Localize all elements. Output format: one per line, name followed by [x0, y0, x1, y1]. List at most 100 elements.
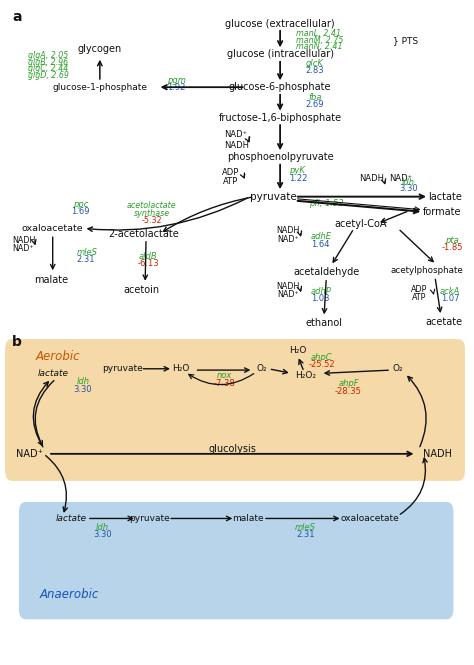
- Text: glcK: glcK: [306, 59, 324, 68]
- Text: oxaloacetate: oxaloacetate: [22, 224, 83, 233]
- Text: O₂: O₂: [256, 364, 267, 373]
- Text: manL, 2.41: manL, 2.41: [296, 29, 341, 39]
- Text: 1.03: 1.03: [311, 295, 330, 303]
- Text: acetolactate: acetolactate: [127, 201, 176, 210]
- Text: pyruvate: pyruvate: [129, 514, 170, 523]
- Text: NAD⁺: NAD⁺: [225, 130, 248, 139]
- Text: pyruvate: pyruvate: [250, 192, 297, 201]
- Text: -5.32: -5.32: [141, 216, 162, 225]
- Text: ackA: ackA: [440, 287, 460, 296]
- Text: mleS: mleS: [77, 247, 98, 257]
- Text: acetoin: acetoin: [123, 285, 159, 295]
- Text: ATP: ATP: [223, 177, 238, 186]
- Text: malate: malate: [232, 514, 264, 523]
- Text: a: a: [12, 10, 21, 25]
- Text: NAD⁺: NAD⁺: [13, 243, 35, 253]
- Text: glucose (intracellular): glucose (intracellular): [227, 49, 334, 59]
- Text: Anaerobic: Anaerobic: [40, 588, 99, 600]
- Text: pyK: pyK: [289, 166, 305, 176]
- Text: glucose-6-phosphate: glucose-6-phosphate: [229, 82, 331, 92]
- Text: fba: fba: [308, 93, 321, 102]
- Text: glgD, 2.69: glgD, 2.69: [28, 70, 69, 80]
- Text: glucose-1-phosphate: glucose-1-phosphate: [52, 82, 147, 92]
- Text: 3.30: 3.30: [73, 386, 92, 394]
- Text: ldh: ldh: [76, 378, 89, 386]
- Text: lactate: lactate: [38, 369, 69, 378]
- Text: H₂O: H₂O: [289, 346, 306, 356]
- Text: ADP: ADP: [222, 168, 239, 177]
- Text: -28.35: -28.35: [335, 386, 362, 396]
- Text: glucose (extracellular): glucose (extracellular): [225, 19, 335, 29]
- Text: pyruvate: pyruvate: [101, 364, 142, 373]
- Text: acetate: acetate: [426, 317, 463, 327]
- FancyBboxPatch shape: [5, 339, 465, 481]
- Text: lactate: lactate: [428, 192, 463, 201]
- Text: -7.38: -7.38: [214, 379, 236, 388]
- Text: 1.92: 1.92: [167, 82, 185, 92]
- Text: acetylphosphate: acetylphosphate: [391, 266, 464, 275]
- Text: ahpF: ahpF: [338, 379, 359, 388]
- Text: Aerobic: Aerobic: [35, 350, 80, 363]
- Text: lactate: lactate: [55, 514, 87, 523]
- Text: -1.85: -1.85: [441, 243, 463, 252]
- Text: } PTS: } PTS: [393, 36, 419, 45]
- Text: ldh: ldh: [402, 178, 415, 187]
- Text: 1.64: 1.64: [311, 239, 330, 249]
- Text: glgB, 2.96: glgB, 2.96: [28, 58, 68, 66]
- Text: formate: formate: [423, 207, 461, 217]
- Text: -6.13: -6.13: [137, 259, 159, 269]
- Text: ldh: ldh: [96, 523, 109, 531]
- Text: oxaloacetate: oxaloacetate: [341, 514, 400, 523]
- Text: NAD⁺: NAD⁺: [277, 235, 299, 244]
- Text: nox: nox: [217, 371, 232, 380]
- Text: NADH: NADH: [276, 227, 300, 235]
- Text: synthase: synthase: [134, 209, 170, 217]
- Text: fructose-1,6-biphosphate: fructose-1,6-biphosphate: [219, 112, 342, 122]
- Text: acetaldehyde: acetaldehyde: [293, 267, 359, 277]
- Text: 2.69: 2.69: [306, 100, 324, 109]
- Text: NADH: NADH: [12, 235, 35, 245]
- Text: pgm: pgm: [167, 76, 185, 85]
- Text: phosphoenolpyruvate: phosphoenolpyruvate: [227, 152, 333, 162]
- Text: glucolysis: glucolysis: [209, 444, 256, 454]
- Text: NAD⁺: NAD⁺: [390, 174, 413, 184]
- Text: ethanol: ethanol: [306, 319, 343, 329]
- Text: 1.69: 1.69: [71, 207, 90, 216]
- Text: 3.30: 3.30: [93, 530, 111, 539]
- FancyBboxPatch shape: [19, 502, 454, 619]
- Text: -25.52: -25.52: [309, 360, 335, 369]
- Text: 2.31: 2.31: [77, 255, 95, 264]
- Text: ADP: ADP: [410, 285, 427, 294]
- Text: malate: malate: [34, 275, 68, 285]
- Text: NADH: NADH: [224, 141, 249, 150]
- Text: glgA, 2.05: glgA, 2.05: [28, 51, 68, 60]
- Text: H₂O₂: H₂O₂: [295, 371, 316, 380]
- Text: pfl, 1.52: pfl, 1.52: [309, 200, 344, 208]
- Text: b: b: [12, 335, 22, 349]
- Text: NAD⁺: NAD⁺: [277, 291, 299, 299]
- Text: NADH: NADH: [359, 174, 384, 184]
- Text: adhE: adhE: [310, 232, 331, 241]
- Text: ppc: ppc: [73, 200, 88, 209]
- Text: NADH: NADH: [423, 449, 452, 459]
- Text: H₂O: H₂O: [172, 364, 190, 373]
- Text: 1.07: 1.07: [441, 295, 459, 303]
- Text: O₂: O₂: [392, 364, 403, 373]
- Text: mleS: mleS: [295, 523, 316, 531]
- Text: pta: pta: [445, 235, 459, 245]
- Text: manM, 2.75: manM, 2.75: [296, 36, 344, 45]
- Text: NADH: NADH: [276, 282, 300, 291]
- Text: 3.30: 3.30: [399, 184, 418, 194]
- Text: glycogen: glycogen: [78, 44, 122, 54]
- Text: NAD⁺: NAD⁺: [16, 449, 43, 459]
- Text: 2.31: 2.31: [296, 530, 315, 539]
- Text: glgC, 2.44: glgC, 2.44: [28, 65, 68, 73]
- Text: adhP: adhP: [310, 287, 331, 296]
- Text: 1.22: 1.22: [289, 174, 308, 184]
- Text: 2.83: 2.83: [305, 66, 324, 74]
- Text: manN, 2.41: manN, 2.41: [296, 43, 343, 51]
- Text: ATP: ATP: [411, 293, 426, 302]
- Text: acetyl-CoA: acetyl-CoA: [335, 219, 387, 229]
- Text: aldB: aldB: [139, 252, 158, 261]
- Text: ahpC: ahpC: [311, 353, 332, 362]
